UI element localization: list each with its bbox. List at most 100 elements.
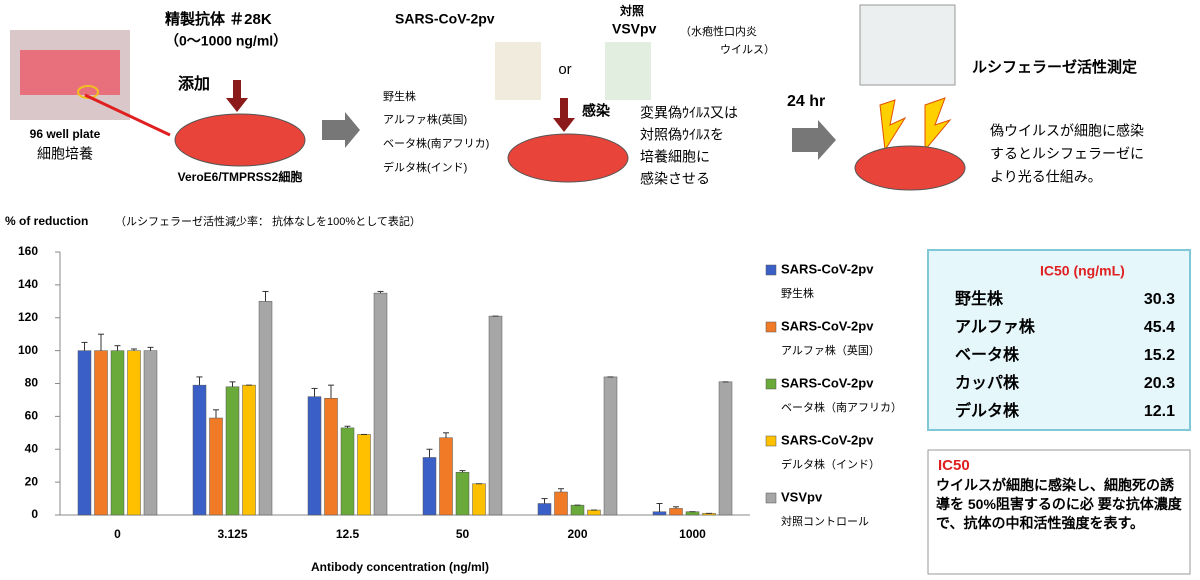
bar: [603, 376, 618, 516]
y-tick-label: 120: [18, 310, 38, 324]
legend-sub: デルタ株（インド）: [781, 457, 880, 471]
plate-label: 96 well plate: [30, 127, 101, 141]
plate-wells: [20, 50, 120, 95]
y-tick-label: 100: [18, 343, 38, 357]
strain: 野生株: [383, 89, 416, 103]
light: [924, 97, 952, 152]
legend-swatch: [765, 435, 777, 447]
y-tick-label: 80: [25, 376, 39, 390]
x-tick-label: 3.125: [217, 527, 247, 541]
bar: [570, 504, 585, 516]
infect-note: 培養細胞に: [640, 149, 710, 165]
infect-note: 感染させる: [640, 171, 710, 187]
ic50-value: 20.3: [1144, 375, 1175, 392]
bar: [587, 509, 601, 516]
y-tick-label: 20: [25, 474, 39, 488]
ic50-strain: デルタ株: [955, 401, 1020, 420]
legend-label: SARS-CoV-2pv: [781, 318, 874, 333]
ic50-strain: カッパ株: [955, 373, 1020, 392]
x-tick-label: 12.5: [336, 527, 360, 541]
cells: VeroE6/TMPRSS2細胞: [178, 169, 303, 184]
drop-arrow: [233, 80, 241, 98]
bar: [242, 384, 256, 516]
dish: [507, 133, 629, 183]
x-tick-label: 200: [567, 527, 587, 541]
note-wrap: ウイルスが細胞に感染し、細胞死の誘導を 50%阻害するのに必 要な抗体濃度で、抗…: [936, 477, 1182, 531]
ic50-header: IC50 (ng/mL): [1040, 263, 1125, 279]
bar: [652, 511, 667, 516]
ic50-value: 30.3: [1144, 291, 1175, 308]
drop-arrow-head: [553, 118, 575, 132]
dish: [854, 145, 966, 191]
time: 24 hr: [787, 93, 825, 110]
drop-arrow: [560, 98, 568, 118]
chart-title: % of reduction: [5, 214, 88, 228]
arrow: [84, 93, 171, 137]
x-tick-label: 0: [114, 527, 121, 541]
drop-arrow-head: [226, 98, 248, 112]
bar: [209, 417, 223, 516]
bar: [373, 292, 388, 516]
ic50-strain: アルファ株: [955, 317, 1036, 336]
bar: [669, 508, 683, 516]
legend-label: VSVpv: [781, 489, 823, 504]
note-box: [927, 449, 1191, 575]
strain: アルファ株(英国): [383, 112, 467, 126]
bar: [718, 381, 733, 516]
bar: [110, 350, 125, 516]
y-tick-label: 0: [31, 507, 38, 521]
y-tick-label: 140: [18, 277, 38, 291]
process-arrow: [792, 120, 836, 160]
bar: [225, 386, 240, 516]
ic50-value: 12.1: [1144, 403, 1175, 420]
process-arrow: [322, 112, 360, 148]
measure: ルシフェラーゼ活性測定: [972, 58, 1137, 76]
legend-sub: アルファ株（英国）: [781, 343, 880, 357]
bar: [357, 434, 371, 516]
bar: [143, 350, 158, 516]
bar: [324, 398, 338, 516]
dish: [174, 113, 306, 167]
y-tick-label: 160: [18, 244, 38, 258]
x-tick-label: 50: [456, 527, 470, 541]
legend-swatch: [765, 378, 777, 390]
x-axis-label: Antibody concentration (ng/ml): [311, 560, 489, 574]
ic50-box: [927, 249, 1191, 431]
chart-subtitle: （ルシフェラーゼ活性減少率： 抗体なしを100%として表記）: [115, 214, 421, 228]
legend-sub: 野生株: [781, 286, 814, 300]
measure-note: 偽ウイルスが細胞に感染: [990, 123, 1144, 139]
legend-sub: 対照コントロール: [781, 514, 869, 528]
bar: [472, 483, 486, 516]
legend-sub: ベータ株（南アフリカ）: [781, 400, 902, 414]
measure-note: より光る仕組み。: [990, 169, 1102, 185]
control: 対照: [619, 3, 644, 18]
bar: [537, 503, 552, 516]
add: 添加: [178, 74, 210, 93]
legend-swatch: [765, 264, 777, 276]
bar: [340, 427, 355, 516]
ic50-strain: 野生株: [955, 289, 1004, 308]
x-tick-label: 1000: [679, 527, 706, 541]
legend-label: SARS-CoV-2pv: [781, 261, 874, 276]
legend-label: SARS-CoV-2pv: [781, 432, 874, 447]
bar: [192, 384, 207, 516]
antibody-range: （0～1000 ng/ml）: [165, 33, 287, 49]
pv-label: SARS-CoV-2pv: [395, 11, 495, 27]
y-tick-label: 60: [25, 409, 39, 423]
ic50-value: 15.2: [1144, 347, 1175, 364]
ic50-strain: ベータ株: [955, 345, 1020, 364]
infect-note: 変異偽ｳｲﾙｽ又は: [640, 105, 738, 121]
vsv: VSVpv: [612, 21, 657, 37]
bar: [94, 350, 108, 516]
legend-swatch: [765, 321, 777, 333]
vsv-note: ウイルス）: [720, 43, 775, 56]
bar: [455, 472, 470, 516]
y-tick-label: 40: [25, 441, 39, 455]
infect-note: 対照偽ｳｲﾙｽを: [640, 127, 724, 143]
note-title: IC50: [938, 457, 970, 474]
strain: デルタ株(インド): [383, 160, 467, 174]
strain: ベータ株(南アフリカ): [383, 136, 489, 150]
ic50-value: 45.4: [1144, 319, 1175, 336]
measure-note: するとルシフェラーゼに: [990, 146, 1144, 162]
